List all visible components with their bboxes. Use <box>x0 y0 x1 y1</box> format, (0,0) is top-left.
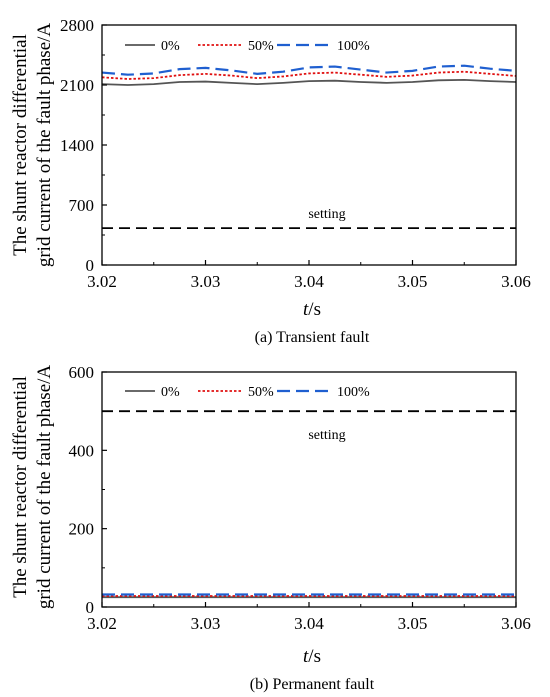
series-line-a-2 <box>101 64 517 76</box>
x-tick-label-a-0: 3.02 <box>87 272 117 291</box>
setting-label-a: setting <box>308 207 345 222</box>
chart-panel-b: setting 3.02 3.03 3.04 3.05 3.06 0 200 400 600 0% 5… <box>10 363 531 693</box>
x-tick-label-a-4: 3.06 <box>501 272 531 291</box>
legend-label-b-1: 50% <box>248 385 274 400</box>
y-tick-label-a-3: 2100 <box>60 76 94 95</box>
caption-b: (b) Permanent fault <box>250 676 375 693</box>
y-tick-label-a-2: 1400 <box>60 136 94 155</box>
y-tick-label-b-1: 200 <box>69 520 95 539</box>
plot-frame-b <box>101 371 517 608</box>
y-axis-title-line2-a: grid current of the fault phase/A <box>34 23 55 268</box>
legend-label-a-2: 100% <box>337 39 370 54</box>
caption-text-b: Permanent fault <box>272 676 374 693</box>
legend-label-b-0: 0% <box>161 385 180 400</box>
plot-layer-a: setting 3.02 3.03 3.04 3.05 3.06 0 700 1400 2100 2… <box>60 16 531 291</box>
y-axis-title-line1-a: The shunt reactor differential <box>10 34 31 256</box>
caption-prefix-a: (a) <box>255 329 273 346</box>
x-axis-title-var-a: t <box>303 299 309 320</box>
x-tick-label-b-1: 3.03 <box>191 614 221 633</box>
x-tick-label-a-1: 3.03 <box>191 272 221 291</box>
y-tick-label-b-3: 600 <box>69 363 95 382</box>
y-axis-title-line2-b: grid current of the fault phase/A <box>34 365 55 610</box>
y-tick-label-a-0: 0 <box>86 256 95 275</box>
x-tick-label-b-2: 3.04 <box>294 614 324 633</box>
legend-label-a-0: 0% <box>161 39 180 54</box>
x-tick-label-a-3: 3.05 <box>398 272 428 291</box>
caption-prefix-b: (b) <box>250 676 269 693</box>
x-tick-label-b-3: 3.05 <box>398 614 428 633</box>
caption-text-a: Transient fault <box>276 329 370 346</box>
x-tick-label-b-0: 3.02 <box>87 614 117 633</box>
x-axis-title-unit-a: /s <box>308 299 321 320</box>
setting-label-b: setting <box>308 428 345 443</box>
x-tick-label-a-2: 3.04 <box>294 272 324 291</box>
plot-layer-b: setting 3.02 3.03 3.04 3.05 3.06 0 200 400 600 0% 5… <box>69 363 531 633</box>
y-tick-label-b-2: 400 <box>69 441 95 460</box>
y-tick-label-a-4: 2800 <box>60 16 94 35</box>
legend-label-b-2: 100% <box>337 385 370 400</box>
legend-label-a-1: 50% <box>248 39 274 54</box>
x-axis-title-var-b: t <box>303 646 309 667</box>
x-tick-label-b-4: 3.06 <box>501 614 531 633</box>
y-tick-label-a-1: 700 <box>69 196 95 215</box>
y-tick-label-b-0: 0 <box>86 598 95 617</box>
series-line-a-1 <box>101 70 517 80</box>
y-axis-title-line1-b: The shunt reactor differential <box>10 376 31 598</box>
x-axis-title-a: t/s <box>303 299 321 320</box>
series-line-a-0 <box>101 78 517 86</box>
x-axis-title-unit-b: /s <box>308 646 321 667</box>
x-axis-title-b: t/s <box>303 646 321 667</box>
caption-a: (a) Transient fault <box>255 329 370 346</box>
chart-panel-a: setting 3.02 3.03 3.04 3.05 3.06 0 700 1400 2100 2… <box>10 16 531 346</box>
